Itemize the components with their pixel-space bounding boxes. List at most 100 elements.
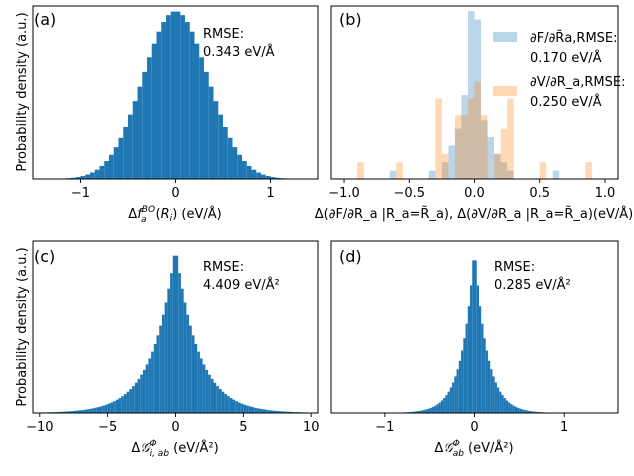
histogram-bar-series-0 xyxy=(429,171,436,179)
histogram-bar xyxy=(252,170,257,179)
x-tick-label: −5 xyxy=(98,420,117,435)
histogram-bar xyxy=(254,408,257,413)
histogram-bar xyxy=(216,386,219,413)
histogram-bar xyxy=(154,344,157,413)
histogram-bar xyxy=(143,370,146,413)
histogram-bar xyxy=(138,87,143,179)
histogram-bar xyxy=(185,22,190,179)
x-tick-label: −1.0 xyxy=(328,186,360,201)
x-tick-label: 1.0 xyxy=(595,186,616,201)
histogram-bar-series-1 xyxy=(481,115,488,179)
histogram-bar xyxy=(497,387,499,413)
panel-c: −10 −5 0 5 10 (c) RMSE: 4.409 eV/Å² Probabil… xyxy=(15,241,319,459)
panel-a-xticks: −1 0 1 xyxy=(71,179,275,201)
histogram-bar xyxy=(513,406,515,413)
histogram-bar xyxy=(457,369,459,413)
histogram-bar xyxy=(180,15,185,179)
histogram-bar xyxy=(86,409,89,413)
histogram-bar xyxy=(165,302,168,413)
panel-b-xlabel: Δ(∂F/∂R_a |R_a=R̃_a), Δ(∂V/∂R_a |R_a=R̃_… xyxy=(315,206,633,222)
histogram-bar xyxy=(162,315,165,413)
histogram-bar xyxy=(105,405,108,413)
histogram-bar xyxy=(123,127,128,179)
histogram-bar-series-1 xyxy=(501,129,508,179)
histogram-bar xyxy=(140,375,143,413)
histogram-bar xyxy=(102,406,105,413)
histogram-bar xyxy=(166,15,171,179)
histogram-bar xyxy=(133,101,138,179)
histogram-bar xyxy=(119,138,124,179)
histogram-bar xyxy=(427,409,429,413)
histogram-bar xyxy=(113,401,116,413)
histogram-bar xyxy=(167,289,170,413)
histogram-bar xyxy=(104,161,109,179)
histogram-bar xyxy=(121,396,124,413)
histogram-bar xyxy=(501,395,503,413)
histogram-bar xyxy=(235,401,238,413)
panel-b: −1.0 −0.5 0.0 0.5 1.0 (b) ∂F/∂R̃a,RMSE: 0.17… xyxy=(315,6,633,222)
histogram-bar xyxy=(506,400,508,413)
x-tick-label: 0 xyxy=(171,420,179,435)
x-tick-label: 0.0 xyxy=(464,186,485,201)
histogram-bar-series-1 xyxy=(585,162,592,179)
histogram-bar xyxy=(488,361,490,413)
panel-d: −1 0 1 (d) RMSE: 0.285 eV/Å² Δ𝒢Φ ab (eV/Å²) xyxy=(331,241,618,459)
histogram-bar-series-1 xyxy=(540,162,547,179)
histogram-bar xyxy=(257,408,260,413)
histogram-bar xyxy=(495,382,497,413)
histogram-bar xyxy=(176,256,179,413)
histogram-bar xyxy=(461,351,463,413)
histogram-bar xyxy=(159,326,162,413)
histogram-bar xyxy=(132,386,135,413)
histogram-bar xyxy=(492,376,494,413)
histogram-bar xyxy=(425,409,427,413)
histogram-bar xyxy=(483,338,485,413)
histogram-bar xyxy=(430,408,432,413)
x-tick-label: −10 xyxy=(26,420,53,435)
histogram-bar xyxy=(243,405,246,413)
histogram-bar xyxy=(439,403,441,413)
histogram-bar xyxy=(233,400,236,413)
histogram-bar xyxy=(189,326,192,413)
legend-value-dV: 0.250 eV/Å xyxy=(530,94,602,110)
histogram-bar xyxy=(127,392,130,413)
panel-a-xlabel: ΔfBO a (Ri) (eV/Å) xyxy=(128,205,221,225)
histogram-bar xyxy=(466,324,468,413)
panel-a-label: (a) xyxy=(34,10,56,29)
histogram-bar xyxy=(195,44,200,179)
histogram-bar xyxy=(448,392,450,413)
histogram-bar xyxy=(195,344,198,413)
histogram-bar xyxy=(459,361,461,413)
x-tick-label: 1 xyxy=(560,420,568,435)
panel-a-ylabel: Probability density (a.u.) xyxy=(15,12,30,171)
histogram-bar-series-1 xyxy=(396,162,403,179)
histogram-bar xyxy=(108,404,111,413)
legend-label-dF: ∂F/∂R̃a,RMSE: xyxy=(530,31,618,46)
histogram-bar xyxy=(152,44,157,179)
histogram-bar xyxy=(472,260,474,413)
histogram-bar xyxy=(214,383,217,413)
histogram-bar xyxy=(434,406,436,413)
histogram-bar xyxy=(151,352,154,413)
x-tick-label: 5 xyxy=(239,420,247,435)
histogram-bar xyxy=(138,379,141,413)
histogram-bar-series-1 xyxy=(435,98,442,179)
histogram-bar xyxy=(443,398,445,413)
x-tick-label: 1 xyxy=(266,186,274,201)
histogram-bar xyxy=(114,147,119,179)
histogram-bar xyxy=(89,409,92,413)
panel-a-rmse-title: RMSE: xyxy=(203,27,244,42)
histogram-bar xyxy=(178,273,181,413)
panel-a-bars xyxy=(38,12,314,179)
panel-d-rmse-value: 0.285 eV/Å² xyxy=(494,277,571,293)
histogram-bar xyxy=(238,402,241,413)
histogram-bar-series-1 xyxy=(357,162,364,179)
histogram-bar-series-1 xyxy=(468,98,475,179)
histogram-bar xyxy=(135,383,138,413)
panel-c-rmse-title: RMSE: xyxy=(203,260,244,275)
histogram-bar xyxy=(223,127,228,179)
figure: −1 0 1 (a) RMSE: 0.343 eV/Å Probability de… xyxy=(0,0,634,476)
histogram-bar xyxy=(479,306,481,413)
histogram-bar xyxy=(510,404,512,413)
histogram-bar xyxy=(209,87,214,179)
